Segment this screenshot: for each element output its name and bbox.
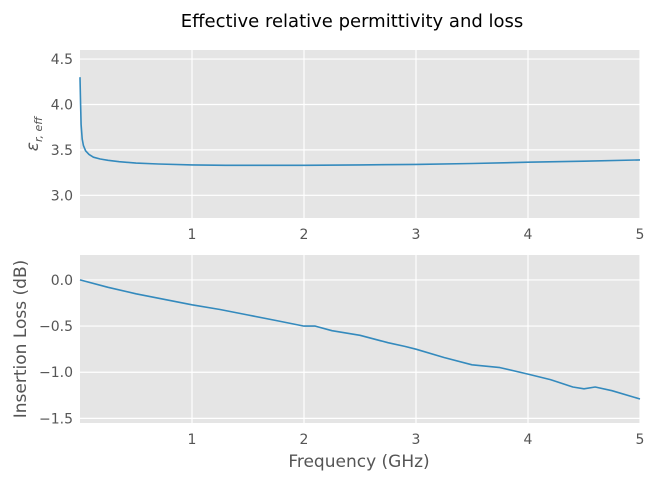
x-tick-label: 2 [300,227,309,243]
y-tick-label: 0.0 [51,273,73,289]
x-tick-label: 4 [524,227,533,243]
series-line-1 [79,279,641,400]
x-axis-label: Frequency (GHz) [288,452,429,472]
y-axis-label-1: Insertion Loss (dB) [11,260,31,418]
chart-title: Effective relative permittivity and loss [181,11,524,32]
y-tick-label: 4.5 [51,52,73,68]
x-tick-label: 5 [636,227,645,243]
x-tick-label: 1 [188,227,197,243]
y-tick-label: 3.5 [51,143,73,159]
x-tick-label: 5 [636,432,645,448]
y-tick-label: −0.5 [39,319,73,335]
y-axis-label-0: εr, eff [23,116,45,151]
y-tick-label: −1.5 [39,411,73,427]
x-tick-label: 4 [524,432,533,448]
x-tick-label: 2 [300,432,309,448]
insertion-loss-subplot: 1 2 3 4 5 0.0 −0.5 −1.0 −1.5 Insertion Loss (dB) [11,255,644,448]
permittivity-subplot: 1 2 3 4 5 3.0 3.5 4.0 4.5 εr, eff [23,50,644,243]
plot-area-1 [80,255,640,423]
y-tick-label: 3.0 [51,188,73,204]
x-tick-label: 3 [412,227,421,243]
series-line-0 [79,77,641,167]
y-tick-label: 4.0 [51,97,73,113]
x-tick-label: 1 [188,432,197,448]
x-tick-label: 3 [412,432,421,448]
plot-area-0 [80,50,640,218]
y-tick-label: −1.0 [39,365,73,381]
